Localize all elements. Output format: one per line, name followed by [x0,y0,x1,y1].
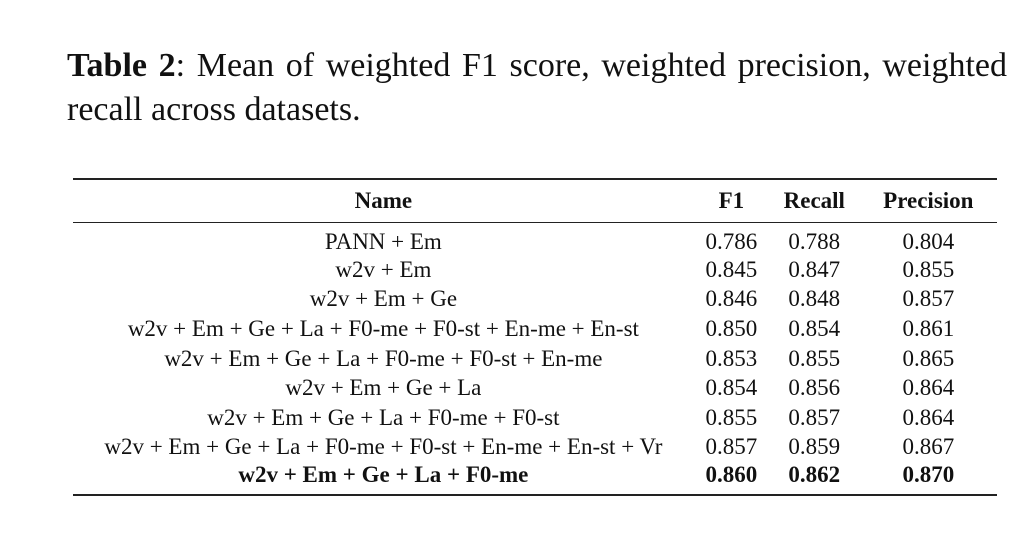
cell-recall: 0.856 [788,375,841,401]
cell-precision: 0.857 [902,286,955,312]
cell-recall: 0.862 [788,462,841,488]
table-row: w2v + Em + Ge + La 0.854 0.856 0.864 [73,373,997,403]
cell-precision: 0.865 [902,345,955,371]
table-row: w2v + Em + Ge 0.846 0.848 0.857 [73,285,997,315]
cell-recall: 0.788 [788,229,841,254]
cell-f1: 0.846 [705,286,758,312]
table-caption: Table 2: Mean of weighted F1 score, weig… [67,44,1007,132]
cell-f1: 0.845 [705,256,758,282]
table-body: PANN + Em 0.786 0.788 0.804 w2v + Em 0.8… [73,223,997,496]
cell-f1: 0.854 [705,375,758,401]
cell-precision: 0.804 [902,229,955,254]
table-row: PANN + Em 0.786 0.788 0.804 [73,223,997,256]
cell-recall: 0.855 [788,345,841,371]
table-row: w2v + Em 0.845 0.847 0.855 [73,255,997,285]
caption-label: Table 2 [67,47,176,84]
cell-f1: 0.853 [705,345,758,371]
cell-f1: 0.860 [705,462,758,488]
cell-name: w2v + Em + Ge + La + F0-me + F0-st + En-… [127,315,639,341]
cell-name: w2v + Em + Ge [309,286,458,312]
cell-recall: 0.854 [788,315,841,341]
table-row: w2v + Em + Ge + La + F0-me + F0-st + En-… [73,433,997,463]
table-row: w2v + Em + Ge + La + F0-me + F0-st + En-… [73,314,997,344]
cell-name: PANN + Em [324,229,442,254]
cell-f1: 0.855 [705,404,758,430]
header-row: Name F1 Recall Precision [73,179,997,223]
cell-f1: 0.786 [705,229,758,254]
cell-precision: 0.867 [902,434,955,460]
cell-precision: 0.864 [902,375,955,401]
cell-precision: 0.870 [902,462,955,488]
cell-precision: 0.864 [902,404,955,430]
header-f1: F1 [718,188,745,213]
table-header: Name F1 Recall Precision [73,179,997,223]
cell-recall: 0.857 [788,404,841,430]
table-row: w2v + Em + Ge + La + F0-me + F0-st + En-… [73,344,997,374]
cell-name: w2v + Em [335,256,432,282]
results-table: Name F1 Recall Precision PANN + Em 0.786… [73,178,997,496]
header-recall: Recall [783,188,845,213]
cell-precision: 0.855 [902,256,955,282]
cell-recall: 0.859 [788,434,841,460]
header-precision: Precision [883,188,974,213]
caption-text: : Mean of weighted F1 score, weighted pr… [67,47,1007,128]
table-row: w2v + Em + Ge + La + F0-me + F0-st 0.855… [73,403,997,433]
table-row-best: w2v + Em + Ge + La + F0-me 0.860 0.862 0… [73,462,997,496]
cell-name: w2v + Em + Ge + La + F0-me + F0-st + En-… [164,345,603,371]
cell-recall: 0.848 [788,286,841,312]
cell-name: w2v + Em + Ge + La + F0-me [238,462,529,488]
header-name: Name [354,188,413,213]
cell-precision: 0.861 [902,315,955,341]
cell-f1: 0.857 [705,434,758,460]
cell-name: w2v + Em + Ge + La [285,375,482,401]
cell-name: w2v + Em + Ge + La + F0-me + F0-st [207,404,560,430]
cell-recall: 0.847 [788,256,841,282]
cell-name: w2v + Em + Ge + La + F0-me + F0-st + En-… [104,434,663,460]
cell-f1: 0.850 [705,315,758,341]
results-table-container: Name F1 Recall Precision PANN + Em 0.786… [73,178,997,496]
